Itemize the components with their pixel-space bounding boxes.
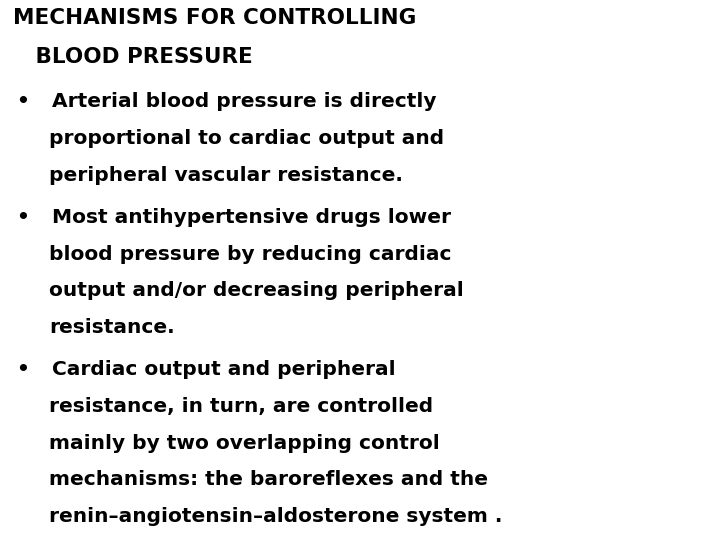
- Text: Most antihypertensive drugs lower: Most antihypertensive drugs lower: [52, 208, 451, 227]
- Text: MECHANISMS FOR CONTROLLING: MECHANISMS FOR CONTROLLING: [13, 8, 416, 28]
- Text: mainly by two overlapping control: mainly by two overlapping control: [49, 434, 440, 453]
- Text: mechanisms: the baroreflexes and the: mechanisms: the baroreflexes and the: [49, 470, 488, 489]
- Text: BLOOD PRESSURE: BLOOD PRESSURE: [13, 47, 253, 67]
- Text: resistance.: resistance.: [49, 318, 174, 337]
- Text: Arterial blood pressure is directly: Arterial blood pressure is directly: [52, 92, 436, 111]
- Text: •: •: [16, 92, 29, 111]
- Text: resistance, in turn, are controlled: resistance, in turn, are controlled: [49, 397, 433, 416]
- Text: renin–angiotensin–aldosterone system .: renin–angiotensin–aldosterone system .: [49, 507, 503, 526]
- Text: •: •: [16, 208, 29, 227]
- Text: output and/or decreasing peripheral: output and/or decreasing peripheral: [49, 281, 464, 300]
- Text: peripheral vascular resistance.: peripheral vascular resistance.: [49, 166, 402, 185]
- Text: •: •: [16, 360, 29, 379]
- Text: blood pressure by reducing cardiac: blood pressure by reducing cardiac: [49, 245, 451, 264]
- Text: Cardiac output and peripheral: Cardiac output and peripheral: [52, 360, 395, 379]
- Text: proportional to cardiac output and: proportional to cardiac output and: [49, 129, 444, 148]
